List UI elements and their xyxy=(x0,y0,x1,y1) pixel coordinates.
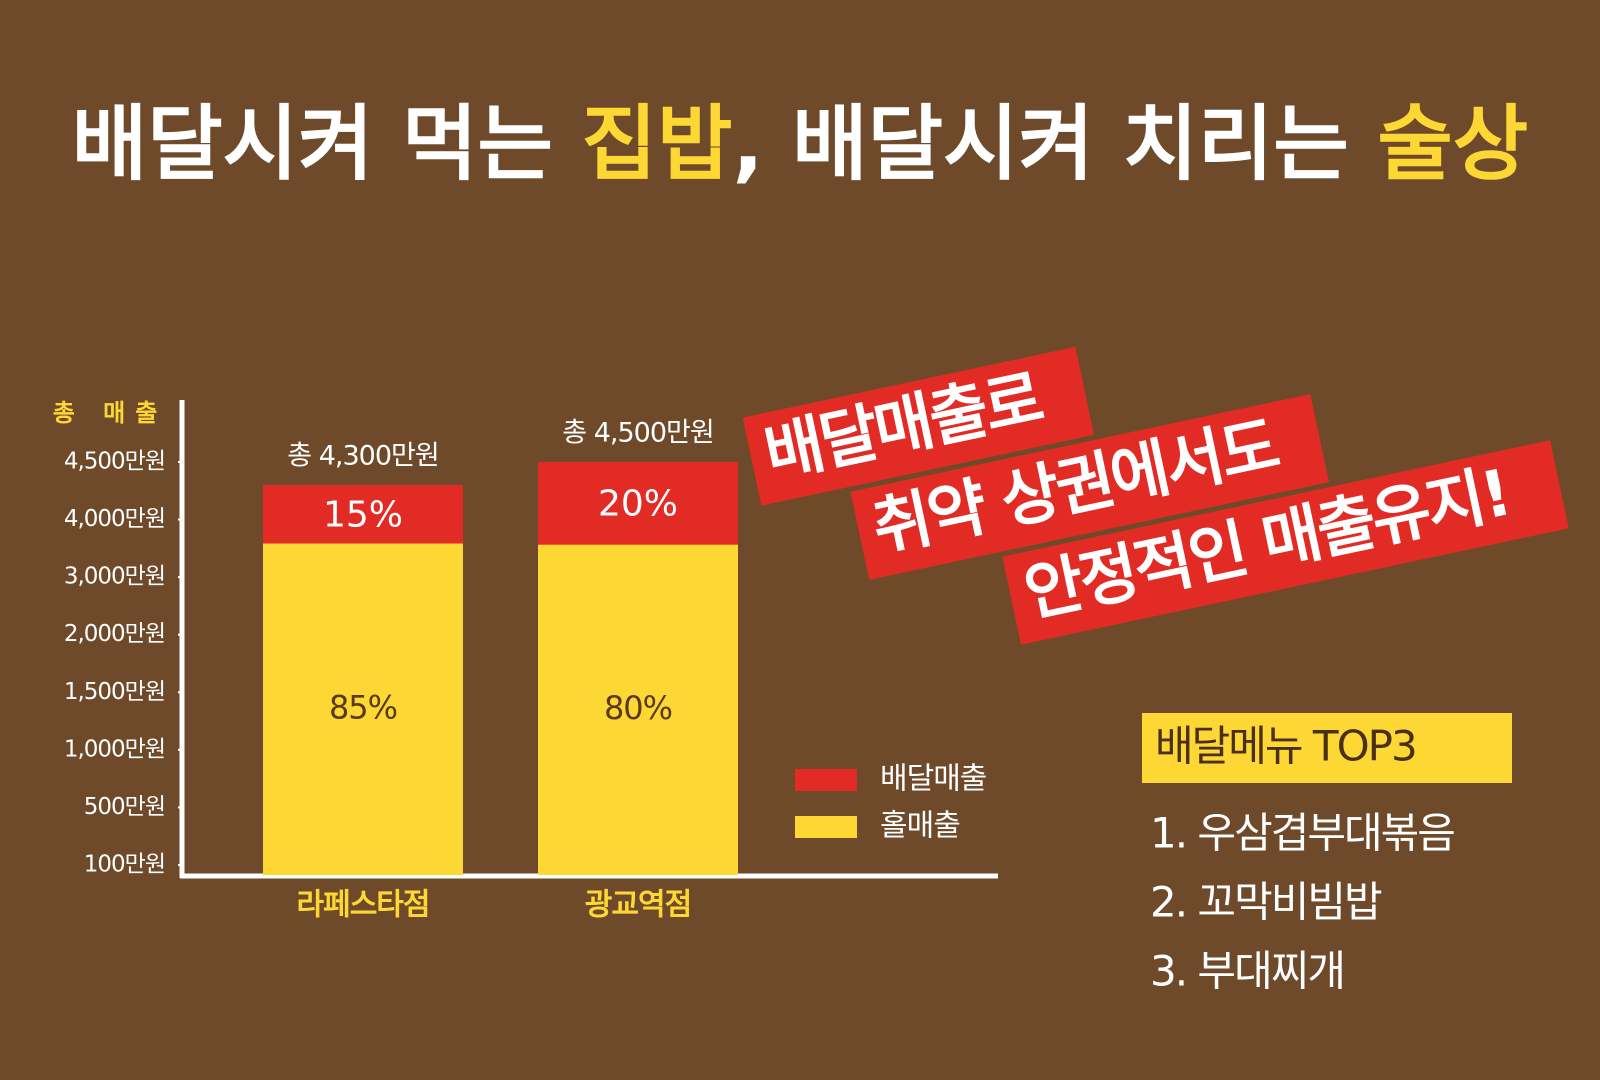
segment-label: 85% xyxy=(329,688,397,726)
headline-part: , 배달시켜 치리는 xyxy=(732,97,1377,192)
callout-box xyxy=(850,394,1329,580)
headline-part: 배달시켜 먹는 xyxy=(72,97,582,192)
y-tick-label: 500만원 xyxy=(84,794,165,820)
y-tick-label: 100만원 xyxy=(84,852,165,878)
bar-segment xyxy=(538,544,738,875)
menu-item: 2. 꼬막비빔밥 xyxy=(1150,878,1382,927)
x-tick-label: 광교역점 xyxy=(585,888,691,923)
segment-label: 80% xyxy=(604,689,672,727)
x-tick-label: 라페스타점 xyxy=(297,888,430,923)
y-tick-label: 1,000만원 xyxy=(64,736,165,762)
y-tick-label: 4,000만원 xyxy=(64,506,165,532)
y-tick-label: 1,500만원 xyxy=(64,679,165,705)
headline: 배달시켜 먹는 집밥, 배달시켜 치리는 술상 xyxy=(72,97,1528,192)
y-tick-label: 4,500만원 xyxy=(64,449,165,475)
callout-box xyxy=(1002,440,1569,645)
bar-segment xyxy=(263,543,463,875)
legend-swatch xyxy=(795,816,857,838)
legend-swatch xyxy=(795,769,857,791)
bar-segment xyxy=(538,462,738,545)
legend-label: 배달매출 xyxy=(880,762,986,797)
total-label: 총 4,500만원 xyxy=(562,418,713,449)
menu-item: 3. 부대찌개 xyxy=(1150,947,1344,996)
y-axis-title: 총 매출 xyxy=(53,399,168,427)
segment-label: 20% xyxy=(598,483,678,524)
headline-part: 술상 xyxy=(1377,97,1528,192)
segment-label: 15% xyxy=(323,494,403,535)
bar-segment xyxy=(263,485,463,544)
chart: 100만원 500만원 1,000만원 1,500만원 2,000만원 3,000만원 4,… xyxy=(64,400,998,923)
menu-title: 배달메뉴 TOP3 xyxy=(1155,722,1416,771)
y-tick-label: 2,000만원 xyxy=(64,621,165,647)
legend-label: 홀매출 xyxy=(880,809,960,844)
y-tick-label: 3,000만원 xyxy=(64,564,165,590)
menu-item: 1. 우삼겹부대볶음 xyxy=(1150,809,1454,858)
total-label: 총 4,300만원 xyxy=(287,441,438,472)
headline-part: 집밥 xyxy=(582,97,733,192)
callout-box xyxy=(742,346,1095,506)
menu-title-box xyxy=(1142,713,1512,783)
